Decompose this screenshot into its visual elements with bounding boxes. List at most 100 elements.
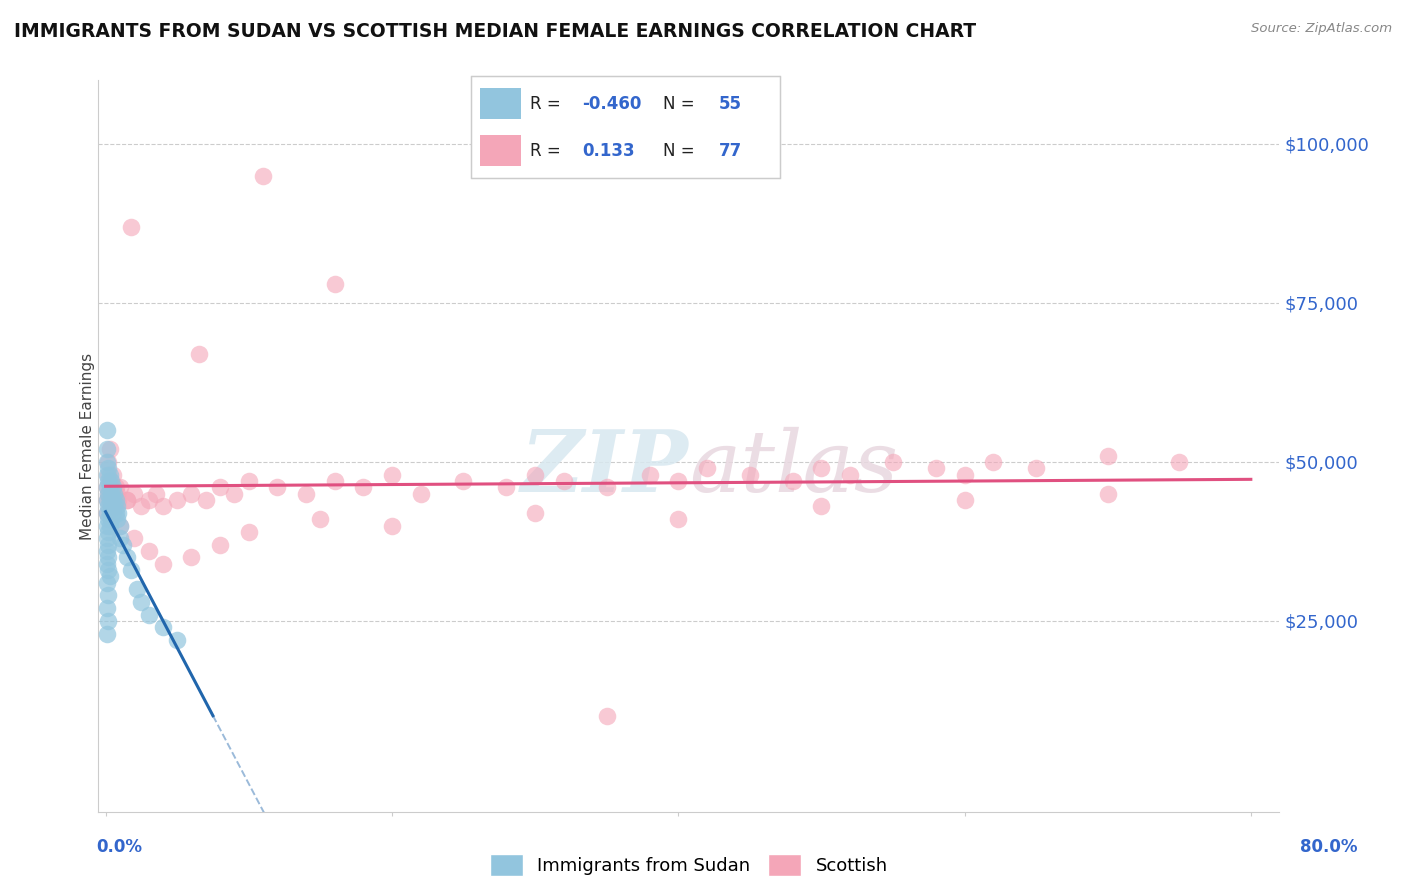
- Point: [104, 506, 127, 520]
- Point: [1168, 455, 1191, 469]
- Point: [104, 480, 127, 494]
- Point: [108, 518, 131, 533]
- Point: [97, 524, 120, 539]
- Point: [97, 550, 120, 565]
- Point: [352, 480, 374, 494]
- Point: [666, 512, 689, 526]
- Point: [209, 480, 232, 494]
- Point: [97, 512, 120, 526]
- Point: [238, 524, 260, 539]
- Point: [98, 493, 121, 508]
- Point: [166, 632, 188, 647]
- Point: [103, 486, 125, 500]
- Point: [101, 506, 124, 520]
- Point: [453, 474, 475, 488]
- Point: [524, 467, 547, 482]
- Point: [97, 563, 120, 577]
- Point: [97, 467, 120, 482]
- Point: [101, 480, 124, 494]
- Bar: [481, 88, 520, 119]
- Point: [115, 493, 138, 508]
- Point: [96, 557, 118, 571]
- Point: [96, 601, 118, 615]
- Point: [98, 480, 121, 494]
- Point: [1025, 461, 1047, 475]
- Point: [100, 480, 122, 494]
- Point: [882, 455, 904, 469]
- Text: -0.460: -0.460: [582, 95, 641, 112]
- Text: R =: R =: [530, 142, 565, 160]
- Point: [122, 531, 145, 545]
- Text: 80.0%: 80.0%: [1301, 838, 1357, 855]
- Point: [97, 474, 120, 488]
- Point: [98, 474, 121, 488]
- Point: [166, 493, 188, 508]
- Point: [96, 544, 118, 558]
- Point: [1097, 449, 1119, 463]
- Point: [1097, 486, 1119, 500]
- Point: [323, 474, 346, 488]
- Text: Source: ZipAtlas.com: Source: ZipAtlas.com: [1251, 22, 1392, 36]
- Point: [96, 575, 118, 590]
- Point: [925, 461, 948, 475]
- Point: [97, 614, 120, 628]
- Point: [595, 709, 617, 723]
- Point: [96, 480, 118, 494]
- Point: [105, 486, 128, 500]
- Point: [638, 467, 661, 482]
- Point: [138, 493, 160, 508]
- Point: [953, 493, 976, 508]
- Point: [180, 486, 202, 500]
- Point: [104, 493, 127, 508]
- Point: [96, 467, 118, 482]
- Point: [309, 512, 332, 526]
- Point: [97, 455, 120, 469]
- Point: [97, 500, 120, 514]
- Point: [131, 500, 153, 514]
- Point: [96, 626, 118, 640]
- Point: [409, 486, 432, 500]
- Point: [145, 486, 167, 500]
- Point: [266, 480, 288, 494]
- Point: [115, 493, 138, 508]
- Point: [138, 544, 160, 558]
- Point: [98, 569, 121, 583]
- Point: [839, 467, 862, 482]
- Text: IMMIGRANTS FROM SUDAN VS SCOTTISH MEDIAN FEMALE EARNINGS CORRELATION CHART: IMMIGRANTS FROM SUDAN VS SCOTTISH MEDIAN…: [14, 22, 976, 41]
- Point: [666, 474, 689, 488]
- Point: [108, 480, 131, 494]
- Point: [738, 467, 761, 482]
- Point: [97, 538, 120, 552]
- Text: ZIP: ZIP: [522, 426, 689, 509]
- Point: [96, 423, 118, 437]
- Point: [97, 461, 120, 475]
- Point: [810, 461, 832, 475]
- Point: [96, 455, 118, 469]
- Point: [96, 480, 118, 494]
- Point: [97, 589, 120, 603]
- Point: [96, 493, 118, 508]
- Point: [96, 442, 118, 457]
- Point: [209, 538, 232, 552]
- Point: [138, 607, 160, 622]
- Point: [98, 493, 121, 508]
- Point: [224, 486, 246, 500]
- Point: [180, 550, 202, 565]
- Point: [131, 595, 153, 609]
- Point: [187, 347, 209, 361]
- Point: [105, 500, 128, 514]
- Point: [107, 493, 129, 508]
- Point: [152, 557, 174, 571]
- Point: [238, 474, 260, 488]
- Text: N =: N =: [662, 142, 700, 160]
- Point: [101, 467, 124, 482]
- Point: [553, 474, 575, 488]
- Point: [122, 486, 145, 500]
- Point: [295, 486, 318, 500]
- Point: [100, 500, 122, 514]
- Point: [111, 538, 134, 552]
- Text: R =: R =: [530, 95, 565, 112]
- Point: [152, 500, 174, 514]
- Point: [495, 480, 517, 494]
- Point: [108, 518, 131, 533]
